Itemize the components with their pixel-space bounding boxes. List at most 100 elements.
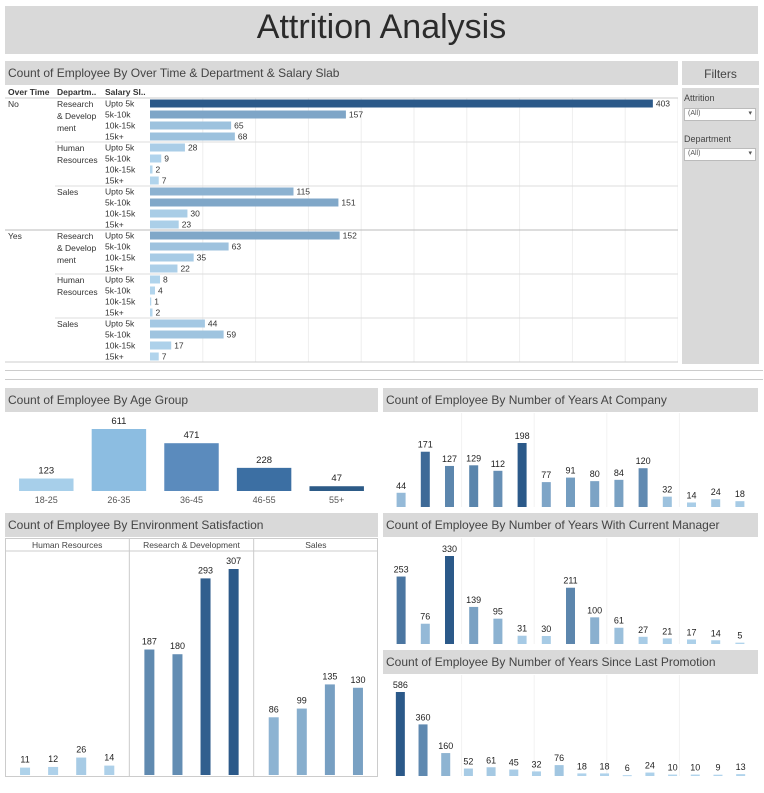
page-title: Attrition Analysis xyxy=(256,8,507,46)
salary-slab-label: Upto 5k xyxy=(105,275,135,285)
env-chart-title: Count of Employee By Environment Satisfa… xyxy=(8,518,264,532)
department-filter-dropdown[interactable]: (All) ▾ xyxy=(684,148,756,161)
age-bar xyxy=(164,443,219,491)
bar-value-label: 115 xyxy=(296,187,310,197)
age-bar xyxy=(91,429,147,491)
department-label: Sales xyxy=(57,319,78,329)
years-with-manager-bar xyxy=(735,642,745,644)
overtime-bar xyxy=(150,176,159,185)
environment-satisfaction-bar xyxy=(200,578,211,775)
years-with-manager-chart: 253 76 330 139 95 31 30 211 100 61 27 21 17 14 5 xyxy=(394,538,745,644)
years-since-promotion-bar xyxy=(713,774,723,776)
bar-value-label: 47 xyxy=(331,473,342,484)
salary-slab-label: Upto 5k xyxy=(105,99,135,109)
environment-satisfaction-chart: Human Resources 11 12 26 14 Research & Develo… xyxy=(5,538,378,777)
department-label: Resources xyxy=(57,287,98,297)
bar-value-label: 28 xyxy=(188,143,198,153)
years-at-company-bar xyxy=(541,482,551,507)
overtime-bar xyxy=(150,286,155,295)
bar-value-label: 14 xyxy=(711,628,721,638)
overtime-bar xyxy=(150,110,346,119)
environment-satisfaction-bar xyxy=(228,569,239,775)
years-at-company-bar xyxy=(469,465,479,507)
salary-slab-label: 15k+ xyxy=(105,176,124,186)
overtime-label: No xyxy=(8,99,19,109)
bar-value-label: 130 xyxy=(350,675,365,685)
salary-slab-label: 15k+ xyxy=(105,220,124,230)
salary-slab-label: Upto 5k xyxy=(105,143,135,153)
bar-value-label: 403 xyxy=(656,99,670,109)
filters-pane xyxy=(682,88,759,364)
section-divider xyxy=(5,370,763,371)
bar-value-label: 139 xyxy=(466,595,481,605)
bar-value-label: 127 xyxy=(442,454,457,464)
attrition-filter-dropdown[interactable]: (All) ▾ xyxy=(684,108,756,121)
age-category-label: 26-35 xyxy=(107,495,130,505)
years-with-manager-bar xyxy=(517,635,527,644)
overtime-bar xyxy=(150,187,294,196)
years-since-promotion-bar xyxy=(690,774,700,776)
department-label: Human xyxy=(57,275,85,285)
overtime-bar xyxy=(150,209,188,218)
manager-chart-title: Count of Employee By Number of Years Wit… xyxy=(386,518,720,532)
years-with-manager-bar xyxy=(445,556,454,644)
bar-value-label: 1 xyxy=(154,297,159,307)
manager-chart-header xyxy=(383,513,758,537)
years-since-promotion-bar xyxy=(736,774,746,776)
age-category-label: 18-25 xyxy=(35,495,58,505)
bar-value-label: 2 xyxy=(155,308,160,318)
bar-value-label: 112 xyxy=(491,459,505,469)
department-label: Human xyxy=(57,143,85,153)
panel-label: Human Resources xyxy=(32,540,102,550)
bar-value-label: 22 xyxy=(180,264,190,274)
salary-slab-label: 10k-15k xyxy=(105,341,136,351)
environment-satisfaction-bar xyxy=(20,767,31,775)
age-category-label: 36-45 xyxy=(180,495,203,505)
age-chart-title: Count of Employee By Age Group xyxy=(8,393,189,407)
years-since-promotion-bar xyxy=(509,769,519,776)
bar-value-label: 11 xyxy=(20,755,29,765)
bar-value-label: 31 xyxy=(517,624,527,634)
years-with-manager-bar xyxy=(711,640,721,644)
overtime-bar xyxy=(150,132,235,141)
salary-slab-label: 10k-15k xyxy=(105,209,136,219)
age-bar xyxy=(19,478,74,491)
department-filter-value: (All) xyxy=(688,150,701,157)
bar-value-label: 7 xyxy=(162,352,167,362)
chevron-down-icon: ▾ xyxy=(748,150,752,157)
salary-slab-label: 5k-10k xyxy=(105,242,131,252)
bar-value-label: 586 xyxy=(393,680,408,690)
years-at-company-bar xyxy=(396,492,406,507)
overtime-bar xyxy=(150,308,153,317)
years-at-company-bar xyxy=(590,481,600,507)
bar-value-label: 18 xyxy=(735,489,745,499)
age-chart-header xyxy=(5,388,378,412)
bar-value-label: 10 xyxy=(690,763,700,773)
overtime-chart-header xyxy=(5,61,678,85)
bar-value-label: 471 xyxy=(184,430,200,441)
years-at-company-bar xyxy=(735,501,745,507)
age-group-chart: 123 18-25 611 26-35 471 36-45 228 46-55 47 55+ xyxy=(19,416,364,505)
bar-value-label: 35 xyxy=(197,253,207,263)
department-label: Research xyxy=(57,99,94,109)
bar-value-label: 9 xyxy=(715,763,720,773)
years-at-company-bar xyxy=(445,465,454,507)
environment-satisfaction-bar xyxy=(76,757,87,775)
bar-value-label: 91 xyxy=(565,466,575,476)
overtime-bar xyxy=(150,99,653,108)
bar-value-label: 360 xyxy=(416,712,431,722)
bar-value-label: 180 xyxy=(170,641,185,651)
years-since-promotion-bar xyxy=(531,771,541,776)
bar-value-label: 32 xyxy=(662,485,672,495)
years-since-promotion-bar xyxy=(463,768,473,776)
overtime-bar xyxy=(150,319,205,328)
column-header: Over Time xyxy=(8,87,50,97)
bar-value-label: 157 xyxy=(349,110,363,120)
bar-value-label: 17 xyxy=(174,341,184,351)
bar-value-label: 30 xyxy=(541,624,551,634)
salary-slab-label: Upto 5k xyxy=(105,187,135,197)
bar-value-label: 2 xyxy=(155,165,160,175)
bar-value-label: 14 xyxy=(104,753,114,763)
environment-satisfaction-bar xyxy=(296,708,307,775)
years-at-company-bar xyxy=(566,477,575,507)
